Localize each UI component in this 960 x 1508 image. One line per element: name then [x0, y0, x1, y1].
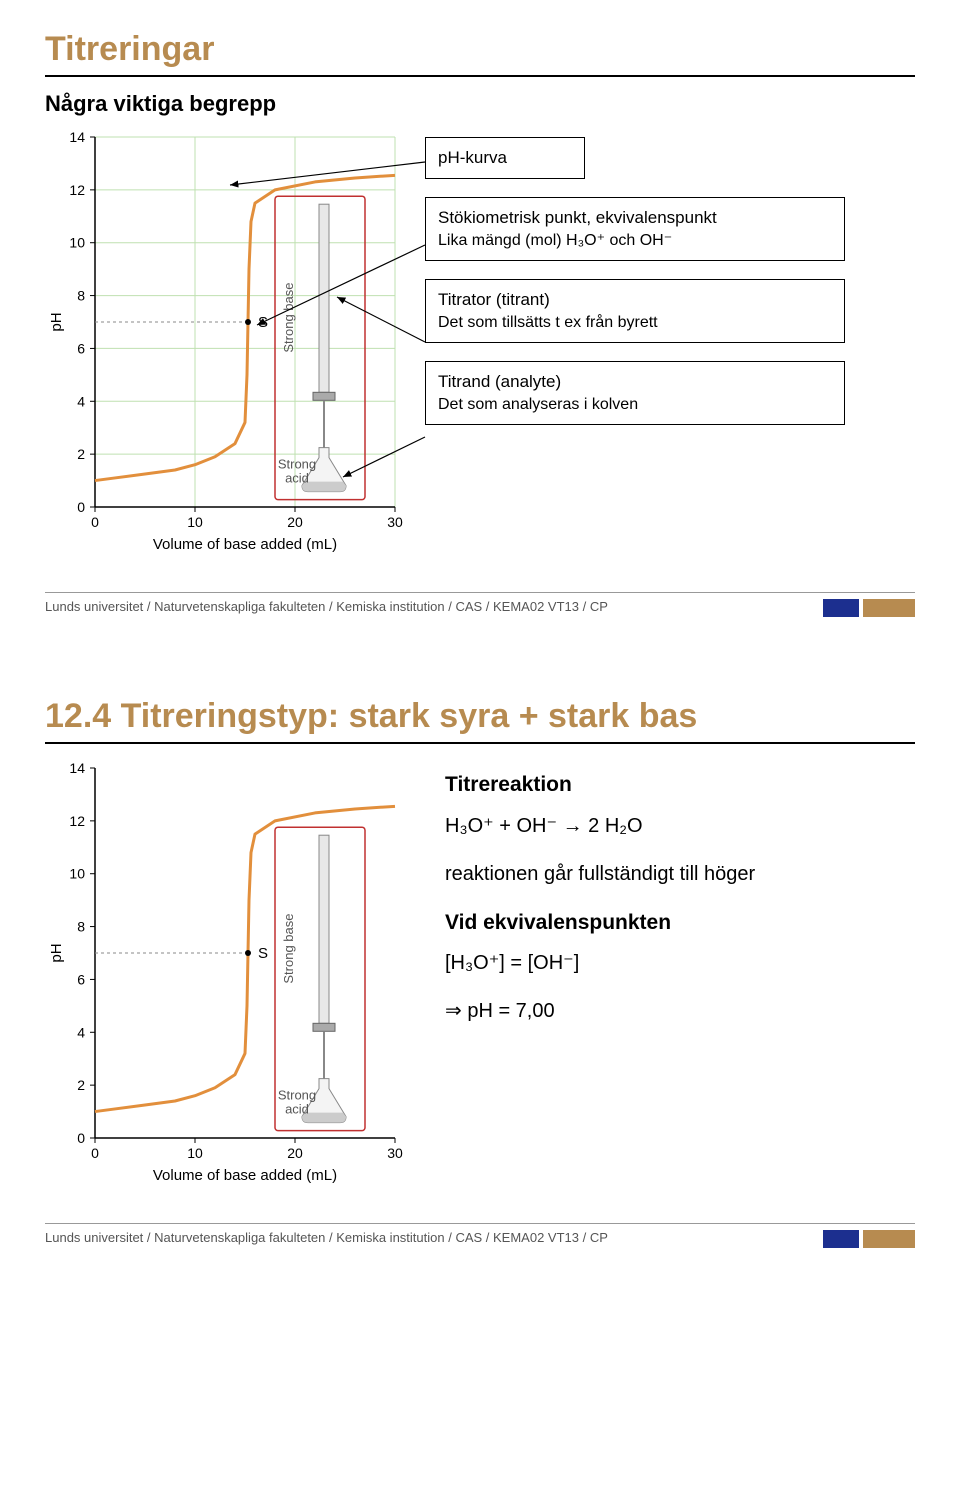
titrereaktion-eq: H₃O⁺ + OH⁻ → 2 H₂O: [445, 810, 755, 842]
svg-text:0: 0: [77, 1130, 85, 1146]
ekvivalens-eq2: ⇒ pH = 7,00: [445, 995, 755, 1027]
svg-text:30: 30: [387, 514, 403, 530]
label-titrand-sub: Det som analyseras i kolven: [438, 394, 832, 416]
slide-1-footer: Lunds universitet / Naturvetenskapliga f…: [45, 592, 915, 617]
svg-text:12: 12: [69, 182, 85, 198]
svg-text:Volume of base added (mL): Volume of base added (mL): [153, 536, 337, 553]
svg-text:acid: acid: [285, 1102, 309, 1117]
svg-text:12: 12: [69, 813, 85, 829]
titrereaktion-head: Titrereaktion: [445, 768, 755, 802]
ekvivalens-head: Vid ekvivalenspunkten: [445, 906, 755, 940]
svg-text:8: 8: [77, 288, 85, 304]
svg-text:Strong base: Strong base: [281, 283, 296, 353]
label-titrand: Titrand (analyte) Det som analyseras i k…: [425, 361, 845, 425]
label-titrand-head: Titrand (analyte): [438, 370, 832, 394]
slide-2-chart: 0 10 20 30 0 2 4 6 8 10 12 14 Volume of base added (…: [45, 758, 415, 1203]
footer-color-block: [863, 1230, 915, 1248]
label-stoich-sub: Lika mängd (mol) H₃O⁺ och OH⁻: [438, 230, 832, 252]
svg-text:10: 10: [187, 1145, 203, 1161]
svg-text:10: 10: [187, 514, 203, 530]
svg-text:20: 20: [287, 514, 303, 530]
svg-text:14: 14: [69, 760, 85, 776]
svg-text:2: 2: [77, 446, 85, 462]
footer-blocks-1: [823, 599, 915, 617]
svg-text:6: 6: [77, 971, 85, 987]
svg-text:6: 6: [77, 340, 85, 356]
slide-1-title: Titreringar: [45, 30, 915, 77]
footer-color-block: [823, 1230, 859, 1248]
footer-text-1: Lunds universitet / Naturvetenskapliga f…: [45, 599, 608, 614]
slide-2: 12.4 Titreringstyp: stark syra + stark b…: [0, 637, 960, 1268]
slide-2-right-column: Titrereaktion H₃O⁺ + OH⁻ → 2 H₂O reaktio…: [445, 758, 755, 1043]
svg-text:acid: acid: [285, 471, 309, 486]
svg-text:0: 0: [77, 499, 85, 515]
footer-text-2: Lunds universitet / Naturvetenskapliga f…: [45, 1230, 608, 1245]
svg-text:Strong: Strong: [278, 457, 316, 472]
svg-text:10: 10: [69, 235, 85, 251]
slide-1: Titreringar Några viktiga begrepp 010203…: [0, 0, 960, 637]
ekvivalens-eq1: [H₃O⁺] = [OH⁻]: [445, 947, 755, 979]
slide-1-chart: 0 10 20 30 0 2 4 6 8 10 12 14 Volume of base added (…: [45, 127, 415, 572]
svg-text:4: 4: [77, 393, 85, 409]
svg-text:2: 2: [77, 1077, 85, 1093]
svg-text:10: 10: [69, 866, 85, 882]
label-ph-curve: pH-kurva: [425, 137, 585, 179]
slide-2-title: 12.4 Titreringstyp: stark syra + stark b…: [45, 697, 915, 744]
svg-text:Strong: Strong: [278, 1088, 316, 1103]
svg-text:0: 0: [91, 1145, 99, 1161]
slide-2-footer: Lunds universitet / Naturvetenskapliga f…: [45, 1223, 915, 1248]
svg-text:Volume of base added (mL): Volume of base added (mL): [153, 1167, 337, 1184]
label-titrator: Titrator (titrant) Det som tillsätts t e…: [425, 279, 845, 343]
svg-text:20: 20: [287, 1145, 303, 1161]
svg-text:S: S: [258, 314, 268, 331]
label-titrator-head: Titrator (titrant): [438, 288, 832, 312]
slide-1-subtitle: Några viktiga begrepp: [45, 91, 915, 117]
titrereaktion-line: reaktionen går fullständigt till höger: [445, 858, 755, 890]
footer-color-block: [863, 599, 915, 617]
label-stoich-head: Stökiometrisk punkt, ekvivalenspunkt: [438, 206, 832, 230]
svg-text:Strong base: Strong base: [281, 914, 296, 984]
svg-text:pH: pH: [48, 943, 65, 962]
label-stoichiometric: Stökiometrisk punkt, ekvivalenspunkt Lik…: [425, 197, 845, 261]
svg-text:pH: pH: [48, 312, 65, 331]
svg-text:30: 30: [387, 1145, 403, 1161]
svg-text:0: 0: [91, 514, 99, 530]
footer-blocks-2: [823, 1230, 915, 1248]
label-stack: pH-kurva Stökiometrisk punkt, ekvivalens…: [425, 137, 845, 425]
svg-text:8: 8: [77, 919, 85, 935]
footer-color-block: [823, 599, 859, 617]
label-titrator-sub: Det som tillsätts t ex från byrett: [438, 312, 832, 334]
svg-text:4: 4: [77, 1024, 85, 1040]
label-ph-curve-text: pH-kurva: [438, 146, 572, 170]
svg-text:14: 14: [69, 129, 85, 145]
svg-text:S: S: [258, 945, 268, 962]
